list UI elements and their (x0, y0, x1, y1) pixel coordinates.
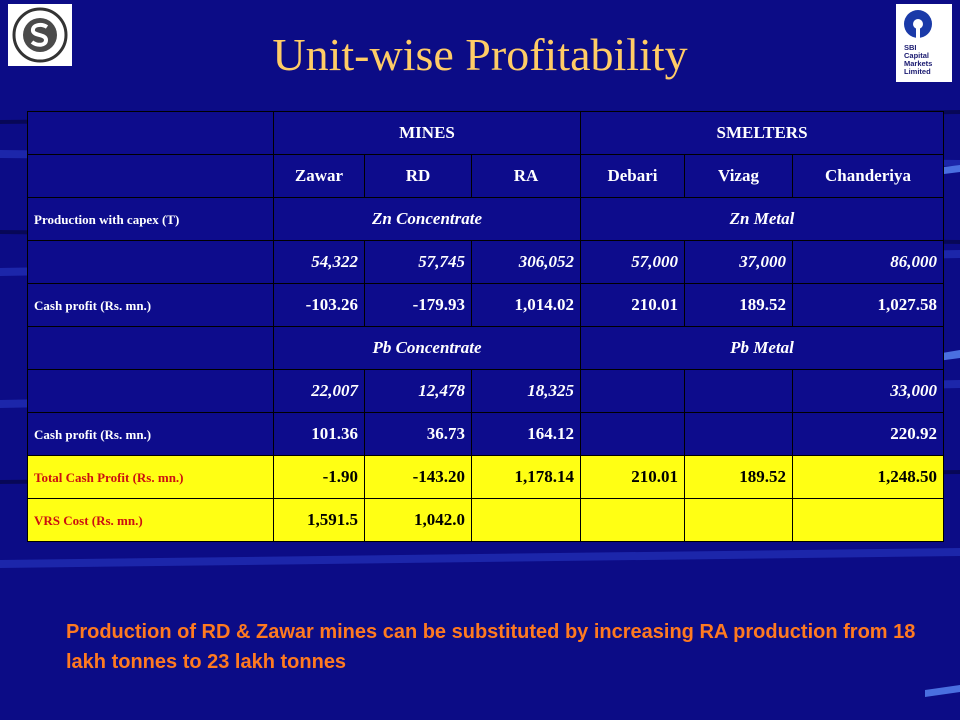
table-cell (684, 369, 794, 413)
footnote: Production of RD & Zawar mines can be su… (66, 621, 916, 673)
table-cell (27, 111, 274, 155)
sbi-logo-text: SBI Capital Markets Limited (904, 43, 933, 76)
table-cell: 306,052 (470, 240, 582, 284)
table-row-vrs: VRS Cost (Rs. mn.) 1,591.5 1,042.0 (27, 498, 945, 542)
row-label: Production with capex (T) (27, 197, 274, 241)
table-cell: -143.20 (364, 455, 472, 499)
table-row-total: Total Cash Profit (Rs. mn.) -1.90 -143.2… (27, 455, 945, 499)
zn-metal-header: Zn Metal (580, 197, 945, 241)
profitability-table: MINES SMELTERS Zawar RD RA Debari Vizag … (27, 111, 945, 542)
table-cell (27, 240, 274, 284)
table-row: Cash profit (Rs. mn.) 101.36 36.73 164.1… (27, 412, 945, 456)
table-cell: 164.12 (470, 412, 582, 456)
table-cell: 1,042.0 (364, 498, 472, 542)
table-cell: 1,248.50 (792, 455, 945, 499)
table-cell (27, 369, 274, 413)
table-row: 54,322 57,745 306,052 57,000 37,000 86,0… (27, 240, 945, 284)
unit-header: Debari (580, 154, 686, 198)
table-cell: 220.92 (792, 412, 945, 456)
table-cell: 37,000 (684, 240, 794, 284)
unit-header: RD (364, 154, 472, 198)
table-row: Production with capex (T) Zn Concentrate… (27, 197, 945, 241)
table-cell: 189.52 (684, 283, 794, 327)
table-row: Cash profit (Rs. mn.) -103.26 -179.93 1,… (27, 283, 945, 327)
pb-concentrate-header: Pb Concentrate (272, 326, 582, 370)
table-cell (27, 154, 274, 198)
sterlite-logo-icon (12, 7, 68, 63)
mines-header: MINES (272, 111, 582, 155)
pb-metal-header: Pb Metal (580, 326, 945, 370)
table-cell (684, 412, 794, 456)
table-cell: 57,000 (580, 240, 686, 284)
table-row: MINES SMELTERS (27, 111, 945, 155)
table-cell: -103.26 (273, 283, 365, 327)
sbi-logo-icon (904, 10, 932, 40)
sbi-capital-markets-logo: SBI Capital Markets Limited (896, 4, 952, 82)
row-label: Cash profit (Rs. mn.) (27, 412, 274, 456)
table-cell: 210.01 (580, 455, 686, 499)
smelters-header: SMELTERS (580, 111, 945, 155)
row-label: VRS Cost (Rs. mn.) (27, 498, 274, 542)
table-row: 22,007 12,478 18,325 33,000 (27, 369, 945, 413)
table-cell: 1,178.14 (470, 455, 582, 499)
table-cell: 189.52 (684, 455, 794, 499)
table-cell (580, 412, 686, 456)
table-cell: 210.01 (580, 283, 686, 327)
company-logo (8, 4, 72, 66)
table-cell: 18,325 (470, 369, 582, 413)
table-cell (684, 498, 794, 542)
table-cell: 101.36 (273, 412, 365, 456)
table-cell: 12,478 (364, 369, 472, 413)
table-cell: 86,000 (792, 240, 945, 284)
table-row: Pb Concentrate Pb Metal (27, 326, 945, 370)
table-cell: -179.93 (364, 283, 472, 327)
slide-title: Unit-wise Profitability (272, 29, 688, 80)
table-cell: 22,007 (273, 369, 365, 413)
unit-header: Zawar (273, 154, 365, 198)
table-cell: 36.73 (364, 412, 472, 456)
table-cell: 1,591.5 (273, 498, 365, 542)
row-label: Total Cash Profit (Rs. mn.) (27, 455, 274, 499)
row-label: Cash profit (Rs. mn.) (27, 283, 274, 327)
table-cell: 54,322 (273, 240, 365, 284)
table-cell: -1.90 (273, 455, 365, 499)
unit-header: Chanderiya (792, 154, 945, 198)
table-cell: 33,000 (792, 369, 945, 413)
table-cell: 1,014.02 (470, 283, 582, 327)
table-row: Zawar RD RA Debari Vizag Chanderiya (27, 154, 945, 198)
table-cell (580, 369, 686, 413)
zn-concentrate-header: Zn Concentrate (272, 197, 582, 241)
table-cell: 57,745 (364, 240, 472, 284)
table-cell (792, 498, 945, 542)
unit-header: Vizag (684, 154, 794, 198)
table-cell: 1,027.58 (792, 283, 945, 327)
table-cell (27, 326, 274, 370)
table-cell (470, 498, 582, 542)
unit-header: RA (470, 154, 582, 198)
table-cell (580, 498, 686, 542)
